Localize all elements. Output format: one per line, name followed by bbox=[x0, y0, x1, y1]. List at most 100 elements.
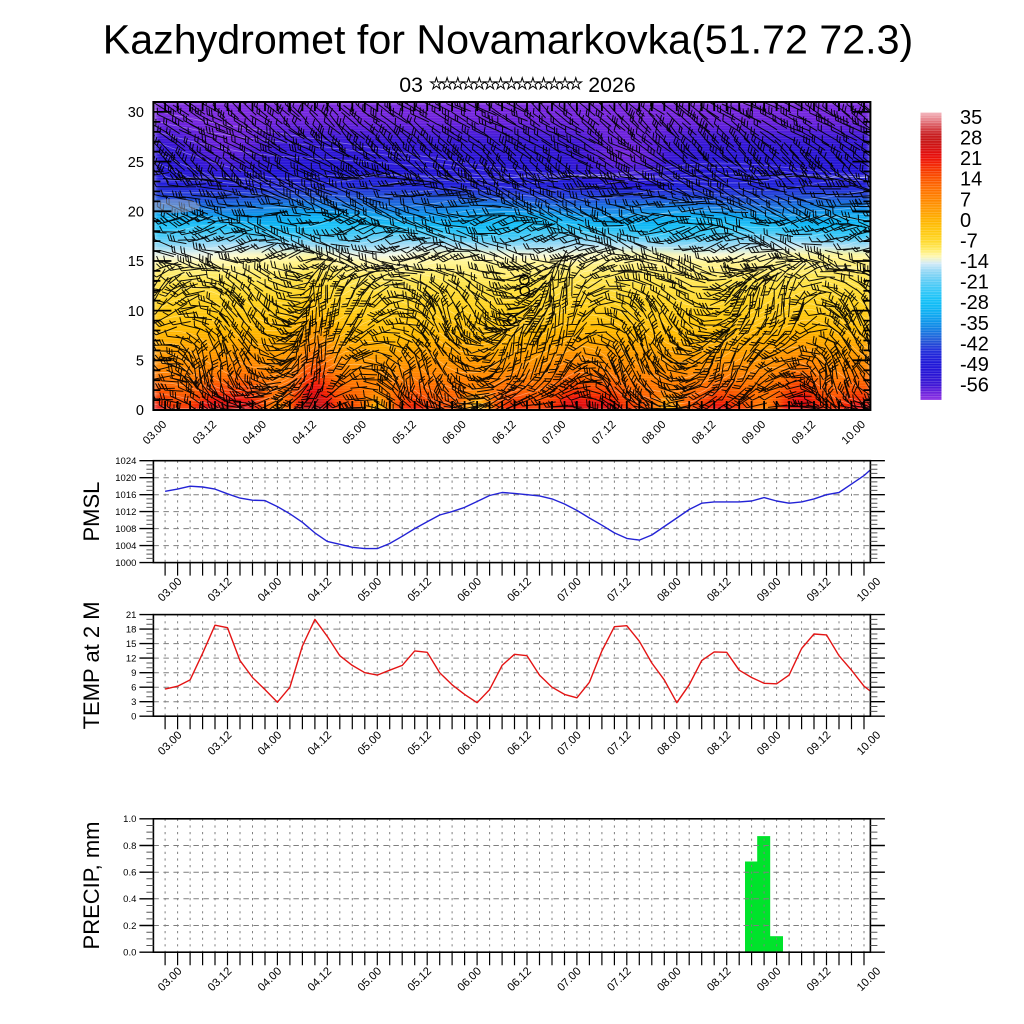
svg-text:3: 3 bbox=[131, 697, 136, 708]
svg-text:1008: 1008 bbox=[115, 524, 136, 535]
svg-text:-14: -14 bbox=[960, 251, 989, 273]
svg-text:-42: -42 bbox=[960, 333, 989, 355]
svg-text:07.00: 07.00 bbox=[540, 419, 568, 447]
svg-text:04.00: 04.00 bbox=[241, 419, 269, 447]
svg-text:20: 20 bbox=[128, 205, 144, 221]
svg-text:06.00: 06.00 bbox=[456, 965, 484, 993]
svg-text:09.12: 09.12 bbox=[790, 419, 818, 447]
svg-text:05.12: 05.12 bbox=[406, 576, 434, 604]
svg-text:18: 18 bbox=[126, 625, 137, 636]
svg-text:0.0: 0.0 bbox=[123, 948, 136, 959]
svg-text:21: 21 bbox=[960, 148, 982, 170]
svg-text:08.12: 08.12 bbox=[690, 419, 718, 447]
svg-text:06.12: 06.12 bbox=[505, 965, 533, 993]
svg-text:04.12: 04.12 bbox=[291, 419, 319, 447]
svg-text:07.12: 07.12 bbox=[605, 965, 633, 993]
svg-text:PMSL: PMSL bbox=[79, 482, 104, 542]
svg-text:PRECIP, mm: PRECIP, mm bbox=[79, 822, 104, 950]
svg-text:0: 0 bbox=[136, 403, 144, 419]
svg-text:05.00: 05.00 bbox=[356, 576, 384, 604]
svg-text:1004: 1004 bbox=[115, 541, 136, 552]
svg-text:25: 25 bbox=[128, 155, 144, 171]
svg-text:9: 9 bbox=[131, 668, 136, 679]
svg-text:-7: -7 bbox=[960, 231, 978, 253]
svg-text:08.00: 08.00 bbox=[640, 419, 668, 447]
svg-text:08.12: 08.12 bbox=[705, 729, 733, 757]
svg-text:03.00: 03.00 bbox=[156, 965, 184, 993]
svg-text:07.00: 07.00 bbox=[555, 729, 583, 757]
svg-text:09.00: 09.00 bbox=[755, 729, 783, 757]
svg-text:06.00: 06.00 bbox=[456, 576, 484, 604]
svg-text:08.12: 08.12 bbox=[705, 965, 733, 993]
svg-text:07.00: 07.00 bbox=[555, 576, 583, 604]
svg-text:09.00: 09.00 bbox=[755, 965, 783, 993]
svg-text:04.12: 04.12 bbox=[306, 729, 334, 757]
svg-text:09.12: 09.12 bbox=[805, 729, 833, 757]
svg-text:0: 0 bbox=[960, 210, 971, 232]
svg-text:08.00: 08.00 bbox=[655, 965, 683, 993]
svg-text:1020: 1020 bbox=[115, 473, 136, 484]
svg-text:-21: -21 bbox=[960, 272, 989, 294]
svg-text:-35: -35 bbox=[960, 313, 989, 335]
svg-text:1.0: 1.0 bbox=[123, 814, 136, 825]
svg-text:04.12: 04.12 bbox=[306, 576, 334, 604]
svg-text:0: 0 bbox=[131, 712, 136, 723]
svg-text:07.12: 07.12 bbox=[590, 419, 618, 447]
svg-text:15: 15 bbox=[128, 254, 144, 270]
svg-text:05.00: 05.00 bbox=[356, 729, 384, 757]
svg-text:06.00: 06.00 bbox=[456, 729, 484, 757]
svg-text:03.12: 03.12 bbox=[206, 576, 234, 604]
svg-text:03: 03 bbox=[399, 73, 423, 97]
svg-text:03.00: 03.00 bbox=[156, 729, 184, 757]
svg-text:Kazhydromet for Novamarkovka(5: Kazhydromet for Novamarkovka(51.72 72.3) bbox=[103, 16, 913, 62]
svg-text:28: 28 bbox=[960, 128, 982, 150]
svg-text:03.00: 03.00 bbox=[156, 576, 184, 604]
svg-text:05.12: 05.12 bbox=[406, 729, 434, 757]
svg-text:08.00: 08.00 bbox=[655, 729, 683, 757]
svg-text:0.6: 0.6 bbox=[123, 868, 136, 879]
svg-text:05.12: 05.12 bbox=[406, 965, 434, 993]
svg-text:03.00: 03.00 bbox=[141, 419, 169, 447]
svg-text:0.4: 0.4 bbox=[123, 894, 136, 905]
svg-text:-28: -28 bbox=[960, 292, 989, 314]
svg-text:1024: 1024 bbox=[115, 456, 136, 467]
svg-text:0.8: 0.8 bbox=[123, 841, 136, 852]
svg-text:09.00: 09.00 bbox=[755, 576, 783, 604]
svg-text:07.12: 07.12 bbox=[605, 729, 633, 757]
svg-text:12: 12 bbox=[126, 654, 137, 665]
svg-text:08.00: 08.00 bbox=[655, 576, 683, 604]
svg-text:0.2: 0.2 bbox=[123, 921, 136, 932]
svg-text:06.00: 06.00 bbox=[440, 419, 468, 447]
svg-text:1000: 1000 bbox=[115, 558, 136, 569]
svg-text:06.12: 06.12 bbox=[490, 419, 518, 447]
svg-text:09.00: 09.00 bbox=[740, 419, 768, 447]
svg-text:03.12: 03.12 bbox=[206, 729, 234, 757]
svg-text:21: 21 bbox=[126, 610, 137, 621]
svg-text:07.12: 07.12 bbox=[605, 576, 633, 604]
svg-text:05.00: 05.00 bbox=[341, 419, 369, 447]
svg-text:07.00: 07.00 bbox=[555, 965, 583, 993]
svg-text:10: 10 bbox=[128, 304, 144, 320]
svg-text:03.12: 03.12 bbox=[206, 965, 234, 993]
svg-text:2026: 2026 bbox=[588, 73, 635, 97]
svg-text:09.12: 09.12 bbox=[805, 576, 833, 604]
svg-text:14: 14 bbox=[960, 169, 982, 191]
svg-text:30: 30 bbox=[128, 105, 144, 121]
svg-text:03.12: 03.12 bbox=[191, 419, 219, 447]
svg-text:10.00: 10.00 bbox=[855, 965, 883, 993]
svg-text:06.12: 06.12 bbox=[505, 576, 533, 604]
svg-text:TEMP at 2 M: TEMP at 2 M bbox=[79, 601, 104, 729]
svg-text:-56: -56 bbox=[960, 375, 989, 397]
svg-text:09.12: 09.12 bbox=[805, 965, 833, 993]
svg-text:7: 7 bbox=[960, 189, 971, 211]
svg-text:10.00: 10.00 bbox=[855, 576, 883, 604]
svg-text:15: 15 bbox=[126, 639, 137, 650]
svg-text:-49: -49 bbox=[960, 354, 989, 376]
svg-text:06.12: 06.12 bbox=[505, 729, 533, 757]
svg-text:1012: 1012 bbox=[115, 507, 136, 518]
svg-text:04.00: 04.00 bbox=[256, 576, 284, 604]
svg-text:04.00: 04.00 bbox=[256, 965, 284, 993]
svg-text:1016: 1016 bbox=[115, 490, 136, 501]
svg-text:6: 6 bbox=[131, 683, 136, 694]
svg-text:04.12: 04.12 bbox=[306, 965, 334, 993]
